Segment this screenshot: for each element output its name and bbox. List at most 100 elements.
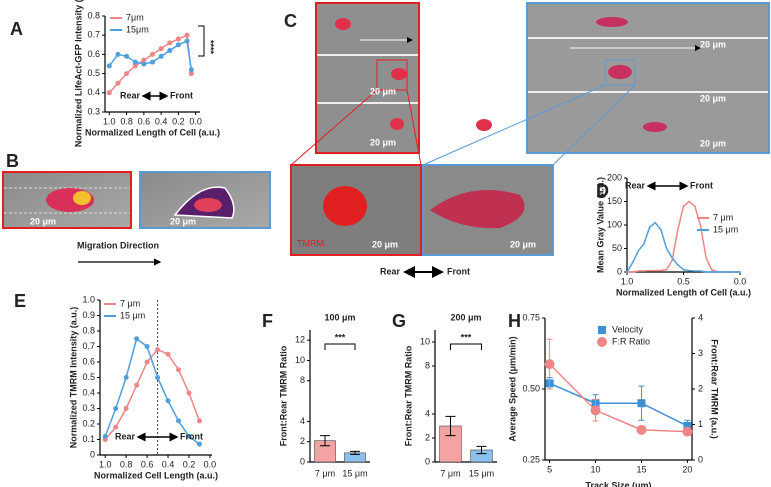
scale-bar-label: 20 μm [170,216,196,226]
x-tick-label: 0.6 [138,116,151,126]
x-tick-label: 15 μm [342,468,367,478]
point [665,268,668,271]
point [115,51,121,57]
point [688,200,690,203]
point [716,271,719,273]
y-axis-label: Average Speed (μm/min) [507,336,517,441]
point [699,224,702,226]
x-tick-label: 0.2 [183,459,196,469]
point [165,398,171,404]
scale-bar-label: 20 μm [700,39,726,49]
scale-bar-label: 20 μm [372,239,398,249]
y-tick-label: 100 [607,219,622,229]
point [710,271,713,273]
legend-label: 15μm [126,24,149,34]
y-tick-label: 0.4 [82,387,95,397]
scale-bar-label: 20 μm [700,93,726,103]
point [184,32,190,38]
y-tick-label: 4 [425,408,430,418]
panel-letter: C [284,11,297,31]
series-line [104,337,200,445]
stain-label: TMRM [297,238,324,248]
point [733,271,736,273]
y-tick-label: 50 [612,243,622,253]
y-tick-label: 0.75 [522,312,540,322]
point [626,271,628,273]
x-tick-label: 1.0 [621,276,634,286]
y-tick-label: 0.50 [522,383,540,393]
legend-label: 15 μm [120,310,145,320]
y-tick-label: 0.1 [82,434,95,444]
legend-label: 7μm [126,12,144,22]
migration-caption: Migration Direction [77,240,159,250]
y-tick-label: 0 [425,456,430,466]
y-tick-label: 10 [295,355,305,365]
y-tick-label: 1.0 [82,294,95,304]
point [710,268,713,271]
point [176,418,182,424]
micrograph [2,171,271,234]
point [643,270,645,272]
point [141,57,147,63]
point [683,421,692,430]
point [165,351,171,357]
legend-label: F:R Ratio [612,336,650,346]
point [188,67,194,73]
y2-axis-label: Front:Rear TMRM (a.u.) [710,339,720,439]
panel-letter: D [596,181,609,201]
point [648,269,651,272]
legend-label: 15 μm [713,224,738,234]
y-tick-label: 0.4 [87,87,100,97]
x-tick-label: 5 [547,464,552,474]
x-axis-label: Track Size (μm) [585,480,651,487]
point [688,269,690,272]
point [196,418,202,424]
y-tick-label: 0 [617,266,622,276]
point [184,38,190,44]
point [186,433,192,439]
point [167,40,173,46]
annotation: Front [690,180,713,190]
y-tick-label: 2 [300,436,305,446]
scale-bar-label: 20 μm [486,46,512,56]
error-bar [350,450,360,455]
point [631,271,634,273]
point [722,271,724,273]
legend-label: Velocity [612,324,644,334]
x-tick-label: 0.0 [189,116,202,126]
y-tick-label: 150 [607,196,622,206]
point [175,42,181,48]
point [123,375,129,380]
legend-swatch [598,326,606,334]
point [150,59,155,65]
y2-tick-label: 2 [698,383,703,393]
point [739,271,741,273]
y-tick-label: 0.3 [87,106,100,116]
point [188,71,194,77]
annotation: Front [170,90,193,100]
point [176,367,182,373]
scale-bar-label: 20 μm [30,216,56,226]
panel-letter: E [14,291,26,311]
point [590,405,601,416]
chart-title: 100 μm [324,312,355,322]
y-tick-label: 4 [300,416,305,426]
error-bar [445,415,456,437]
x-tick-label: 0.0 [204,459,217,469]
y-tick-label: 0 [300,456,305,466]
point [113,424,119,430]
point [150,51,155,57]
y-axis-label: Normalized TMRM Intensity (a.u.) [68,307,78,449]
x-tick-label: 0.4 [155,116,168,126]
panel-letter: G [392,311,406,331]
point [124,53,130,59]
y-tick-label: 0.6 [82,356,95,366]
point [186,390,192,396]
point [682,426,693,437]
point [694,205,696,207]
significance-bracket [450,343,482,350]
point [132,63,138,69]
legend-label: 7 μm [120,298,140,308]
series-line [104,348,201,440]
